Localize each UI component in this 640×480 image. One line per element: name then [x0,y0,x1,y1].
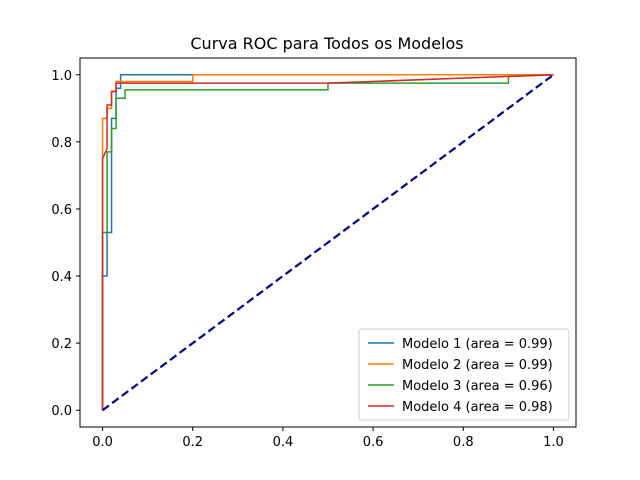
legend-label-modelo-3: Modelo 3 (area = 0.96) [402,379,553,394]
y-tick-label: 0.0 [51,404,72,419]
plot-frame [79,57,577,428]
x-tick-label: 0.2 [182,435,203,450]
x-tick-label: 0.0 [92,435,113,450]
legend-label-modelo-4: Modelo 4 (area = 0.98) [402,400,553,415]
y-tick-label: 1.0 [51,69,72,84]
chart-title: Curva ROC para Todos os Modelos [190,34,463,53]
legend: Modelo 1 (area = 0.99) Modelo 2 (area = 0… [358,328,570,421]
legend-box [358,328,570,421]
reference-diagonal-line [101,73,555,412]
x-axis-ticks: 0.0 0.2 0.4 0.6 0.8 1.0 [92,427,564,450]
y-tick-label: 0.8 [51,136,72,151]
legend-label-modelo-2: Modelo 2 (area = 0.99) [402,358,553,373]
series-line-modelo-3 [101,74,554,411]
y-tick-label: 0.2 [51,337,72,352]
y-axis-ticks: 0.0 0.2 0.4 0.6 0.8 1.0 [51,69,80,419]
x-tick-label: 0.8 [453,435,474,450]
x-tick-label: 0.4 [273,435,294,450]
series-line-modelo-4 [101,74,554,411]
y-tick-label: 0.6 [51,203,72,218]
x-tick-label: 0.6 [363,435,384,450]
plot-content [101,73,555,412]
legend-label-modelo-1: Modelo 1 (area = 0.99) [402,337,553,352]
x-tick-label: 1.0 [543,435,564,450]
y-tick-label: 0.4 [51,270,72,285]
